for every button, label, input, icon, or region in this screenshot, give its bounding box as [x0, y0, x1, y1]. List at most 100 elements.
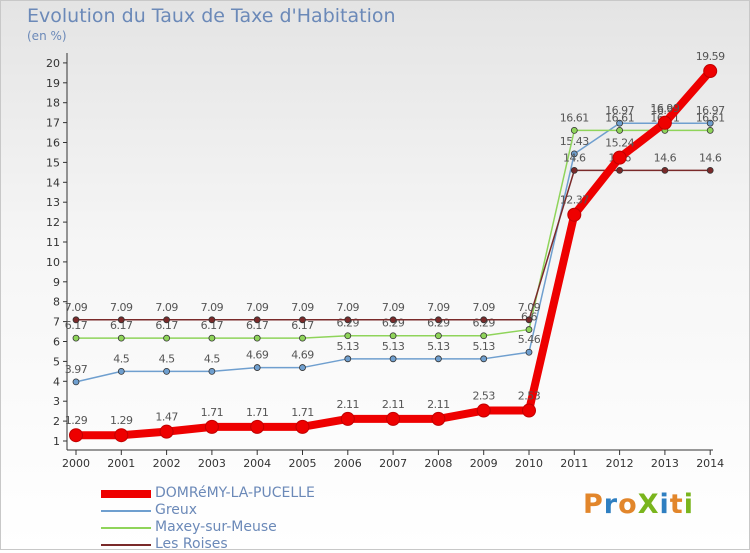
y-tick-label: 13: [46, 196, 60, 209]
data-label: 2.11: [427, 398, 450, 411]
y-tick-label: 20: [46, 57, 60, 70]
data-label: 1.71: [246, 406, 269, 419]
data-label: 2.53: [518, 390, 541, 403]
x-tick-label: 2004: [243, 457, 271, 470]
logo-letter: o: [618, 489, 638, 520]
data-label: 7.09: [472, 301, 495, 314]
data-point: [114, 428, 129, 443]
data-point: [340, 411, 355, 426]
y-tick-label: 3: [53, 395, 60, 408]
legend-swatch: [101, 527, 151, 529]
x-tick-label: 2006: [334, 457, 362, 470]
data-label: 4.5: [113, 352, 129, 365]
data-point: [661, 166, 669, 174]
data-label: 2.11: [337, 398, 360, 411]
y-tick-label: 18: [46, 97, 60, 110]
y-tick-label: 19: [46, 77, 60, 90]
y-tick-label: 16: [46, 137, 60, 150]
data-point: [616, 166, 623, 174]
data-label: 6.17: [110, 319, 133, 332]
data-label: 14.6: [699, 151, 722, 164]
logo-letter: P: [583, 489, 604, 520]
data-point: [525, 348, 533, 356]
data-label: 6.17: [246, 319, 269, 332]
legend-label: DOMRéMY-LA-PUCELLE: [155, 485, 315, 501]
y-tick-label: 5: [53, 355, 60, 368]
data-label: 6.17: [65, 319, 88, 332]
data-label: 7.09: [382, 301, 405, 314]
data-label: 4.5: [204, 352, 220, 365]
data-label: 1.29: [65, 414, 88, 427]
data-point: [72, 378, 80, 386]
data-point: [480, 332, 488, 340]
data-label: 1.47: [155, 411, 178, 424]
x-tick-label: 2014: [696, 457, 724, 470]
data-point: [250, 419, 265, 434]
x-tick-label: 2000: [62, 457, 90, 470]
data-point: [706, 166, 714, 174]
x-tick-label: 2005: [289, 457, 317, 470]
data-point: [480, 316, 488, 324]
x-tick-label: 2012: [606, 457, 634, 470]
data-label: 7.09: [246, 301, 269, 314]
data-point: [295, 419, 310, 434]
data-label: 6.17: [201, 319, 224, 332]
data-point: [117, 316, 125, 324]
legend-label: Greux: [155, 502, 198, 518]
data-point: [159, 424, 174, 439]
data-label: 16.61: [560, 111, 589, 124]
data-label: 4.5: [159, 352, 175, 365]
data-point: [657, 115, 672, 130]
data-point: [344, 332, 352, 340]
data-point: [253, 334, 261, 342]
logo-letter: r: [603, 489, 619, 520]
y-tick-label: 7: [53, 316, 60, 329]
data-label: 15.24: [605, 137, 634, 150]
data-label: 16.99: [650, 102, 679, 115]
y-tick-label: 4: [53, 375, 60, 388]
data-point: [567, 207, 582, 222]
data-point: [431, 411, 446, 426]
chart-title: Evolution du Taux de Taxe d'Habitation: [27, 5, 396, 27]
data-label: 1.71: [201, 406, 224, 419]
logo-letter: X: [637, 489, 660, 520]
data-point: [163, 367, 171, 375]
data-label: 16.97: [605, 104, 634, 117]
data-point: [522, 403, 536, 418]
data-label: 6.17: [155, 319, 178, 332]
data-point: [208, 334, 216, 342]
data-point: [570, 126, 578, 134]
data-point: [204, 419, 219, 434]
data-point: [344, 316, 352, 324]
data-label: 5.13: [427, 340, 450, 353]
data-point: [163, 334, 171, 342]
x-tick-label: 2007: [379, 457, 407, 470]
data-label: 5.46: [518, 333, 541, 346]
data-point: [208, 316, 216, 324]
data-label: 1.29: [110, 414, 133, 427]
data-point: [386, 411, 401, 426]
data-point: [389, 355, 397, 363]
x-tick-label: 2013: [651, 457, 679, 470]
y-tick-label: 12: [46, 216, 60, 229]
data-point: [434, 355, 442, 363]
data-point: [208, 367, 216, 375]
data-label: 12.37: [560, 194, 589, 207]
data-label: 7.09: [291, 301, 314, 314]
y-tick-label: 6: [53, 336, 60, 349]
data-point: [299, 316, 306, 324]
y-tick-label: 15: [46, 156, 60, 169]
x-tick-label: 2008: [424, 457, 452, 470]
legend-label: Maxey-sur-Meuse: [155, 519, 277, 535]
data-point: [616, 119, 623, 127]
legend-swatch: [101, 544, 151, 546]
data-point: [480, 355, 488, 363]
data-label: 4.69: [246, 349, 269, 362]
data-point: [253, 316, 261, 324]
data-label: 7.09: [518, 301, 541, 314]
chart-unit-label: (en %): [27, 29, 67, 43]
data-label: 5.13: [472, 340, 495, 353]
legend-swatch: [101, 490, 151, 498]
